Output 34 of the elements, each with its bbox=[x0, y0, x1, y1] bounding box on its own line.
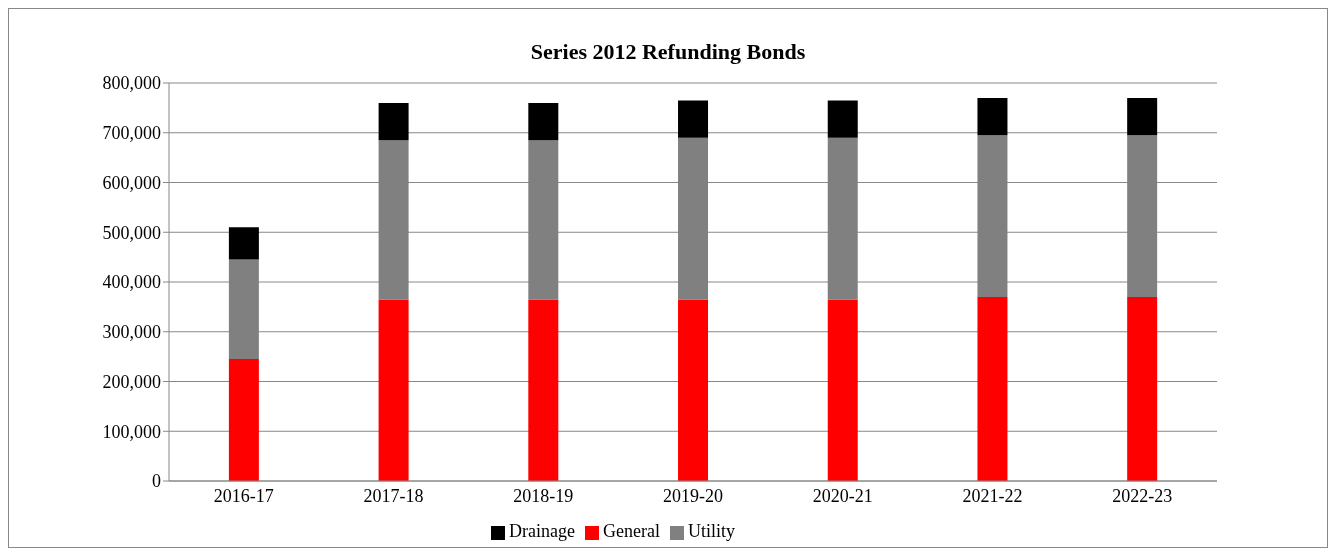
y-tick-label: 400,000 bbox=[102, 272, 161, 293]
y-tick-label: 100,000 bbox=[102, 421, 161, 442]
x-tick-label: 2020-21 bbox=[812, 485, 873, 506]
x-tick-label: 2016-17 bbox=[213, 485, 274, 506]
y-tick-label: 200,000 bbox=[102, 371, 161, 392]
y-tick-label: 0 bbox=[152, 471, 161, 492]
bar bbox=[228, 359, 259, 481]
bar bbox=[678, 299, 709, 481]
chart-title: Series 2012 Refunding Bonds bbox=[529, 38, 807, 66]
legend-label: Drainage bbox=[509, 521, 575, 541]
x-tick-label: 2018-19 bbox=[513, 485, 574, 506]
legend-label: General bbox=[602, 521, 660, 541]
legend-label: Utility bbox=[687, 521, 735, 541]
bar bbox=[378, 102, 409, 141]
x-tick-label: 2022-23 bbox=[1112, 485, 1173, 506]
bar bbox=[528, 102, 559, 141]
x-tick-label: 2017-18 bbox=[363, 485, 424, 506]
bar bbox=[977, 296, 1008, 481]
y-tick-label: 700,000 bbox=[102, 123, 161, 144]
bar bbox=[228, 227, 259, 260]
y-tick-label: 800,000 bbox=[102, 73, 161, 94]
bar bbox=[827, 299, 858, 481]
y-tick-label: 600,000 bbox=[102, 172, 161, 193]
x-tick-label: 2019-20 bbox=[663, 485, 723, 506]
y-tick-label: 500,000 bbox=[102, 222, 161, 243]
x-tick-label: 2021-22 bbox=[962, 485, 1023, 506]
bar bbox=[1127, 296, 1158, 481]
y-tick-label: 300,000 bbox=[102, 322, 161, 343]
bar bbox=[1127, 97, 1158, 136]
bar bbox=[827, 100, 858, 138]
bar bbox=[378, 299, 409, 481]
bar bbox=[977, 97, 1008, 136]
bar bbox=[678, 100, 709, 138]
bar bbox=[528, 299, 559, 481]
